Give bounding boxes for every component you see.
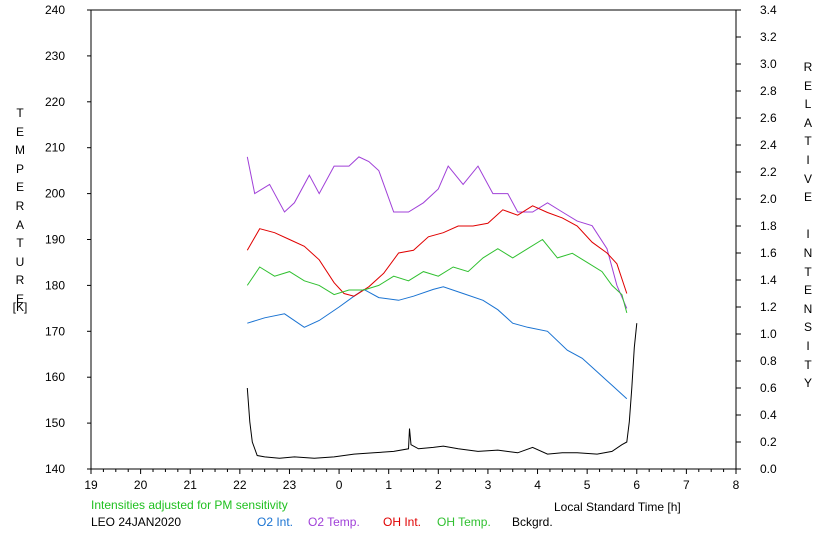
axis-title-letter: V: [803, 171, 812, 186]
plot-area: [246, 156, 638, 459]
series-line-oh-int: [246, 205, 628, 297]
axis-title-letter: R: [15, 198, 25, 213]
y-right-tick-label: 1.2: [760, 300, 777, 314]
y-right-tick-label: 0.0: [760, 462, 777, 476]
axis-title-letter: E: [15, 291, 24, 306]
x-tick-label: 6: [633, 478, 640, 492]
y-left-tick-label: 180: [45, 278, 65, 292]
x-tick-label: 21: [184, 478, 198, 492]
y-right-tick-label: 0.4: [760, 408, 777, 422]
x-tick-label: 4: [534, 478, 541, 492]
legend-oh-temp: OH Temp.: [437, 515, 491, 529]
y-right-tick-label: 2.0: [760, 192, 777, 206]
y-right-tick-label: 0.6: [760, 381, 777, 395]
axis-title-letter: N: [803, 301, 813, 316]
sensitivity-note: Intensities adjusted for PM sensitivity: [91, 498, 288, 512]
y-right-tick-label: 2.4: [760, 138, 777, 152]
y-right-tick-label: 1.6: [760, 246, 777, 260]
station-date-label: LEO 24JAN2020: [91, 515, 182, 529]
y-right-tick-label: 1.4: [760, 273, 777, 287]
axis-title-letter: E: [803, 283, 812, 298]
axis-title-letter: T: [804, 264, 812, 279]
axis-title-letter: E: [15, 180, 24, 195]
axis-title-letter: S: [803, 320, 812, 335]
y-right-tick-label: 0.8: [760, 354, 777, 368]
axis-title-letter: P: [15, 161, 24, 176]
legend-o2-temp: O2 Temp.: [308, 515, 360, 529]
y-left-tick-label: 190: [45, 233, 65, 247]
axis-title-letter: T: [16, 106, 24, 120]
x-tick-label: 1: [385, 478, 392, 492]
y-left-tick-label: 220: [45, 95, 65, 109]
y-right-tick-label: 1.0: [760, 327, 777, 341]
y-left-tick-label: 200: [45, 187, 65, 201]
y-right-tick-label: 1.8: [760, 219, 777, 233]
legend-bckgrd: Bckgrd.: [512, 515, 553, 529]
y-left-tick-label: 150: [45, 416, 65, 430]
y-left-tick-label: 160: [45, 370, 65, 384]
axis-title-letter: R: [803, 60, 813, 74]
x-tick-label: 22: [233, 478, 247, 492]
axis-title-letter: R: [15, 273, 25, 288]
x-tick-label: 3: [485, 478, 492, 492]
axis-title-letter: T: [804, 357, 812, 372]
axes-group: 19 20 21 22 23 0 1 2 3 4 5 6 7 8140150160170180190200…: [45, 3, 777, 492]
axis-title-letter: I: [806, 227, 810, 242]
y-right-tick-label: 3.0: [760, 57, 777, 71]
y-left-tick-label: 140: [45, 462, 65, 476]
y-right-tick-label: 0.2: [760, 435, 777, 449]
left-axis-unit: [K]: [12, 300, 28, 314]
x-tick-label: 5: [584, 478, 591, 492]
y-left-tick-label: 240: [45, 3, 65, 17]
axis-title-letter: T: [804, 134, 812, 149]
x-tick-label: 0: [336, 478, 343, 492]
series-line-o2-int: [247, 286, 628, 400]
y-left-tick-label: 170: [45, 324, 65, 338]
axis-title-letter: A: [803, 115, 812, 130]
axis-title-letter: N: [803, 245, 813, 260]
axis-title-letter: I: [806, 338, 810, 353]
x-tick-label: 8: [733, 478, 740, 492]
x-tick-label: 20: [134, 478, 148, 492]
axis-title-letter: A: [15, 217, 24, 232]
y-right-tick-label: 2.2: [760, 165, 777, 179]
axis-title-letter: U: [15, 254, 25, 269]
series-line-o2-temp: [246, 156, 628, 309]
y-right-tick-label: 3.4: [760, 3, 777, 17]
series-line-bckgrd: [246, 323, 638, 459]
axis-title-letter: [800, 207, 816, 226]
axis-title-letter: L: [804, 97, 812, 112]
series-line-oh-temp: [246, 238, 628, 314]
axis-title-letter: I: [806, 152, 810, 167]
legend-oh-int: OH Int.: [383, 515, 422, 529]
y-left-tick-label: 210: [45, 141, 65, 155]
y-left-tick-label: 230: [45, 49, 65, 63]
axis-title-letter: M: [15, 143, 25, 158]
axis-title-letter: E: [803, 190, 812, 205]
x-tick-label: 23: [283, 478, 297, 492]
x-axis-title: Local Standard Time [h]: [554, 500, 681, 514]
legend-o2-int: O2 Int.: [257, 515, 294, 529]
axis-title-letter: E: [803, 78, 812, 93]
y-right-tick-label: 2.6: [760, 111, 777, 125]
axis-title-letter: T: [16, 236, 24, 251]
axis-title-letter: E: [15, 124, 24, 139]
y-right-tick-label: 2.8: [760, 84, 777, 98]
plot-frame: [90, 9, 737, 470]
x-tick-label: 7: [683, 478, 690, 492]
x-tick-label: 19: [84, 478, 98, 492]
y-right-tick-label: 3.2: [760, 30, 777, 44]
x-tick-label: 2: [435, 478, 442, 492]
axis-title-letter: Y: [803, 376, 812, 391]
